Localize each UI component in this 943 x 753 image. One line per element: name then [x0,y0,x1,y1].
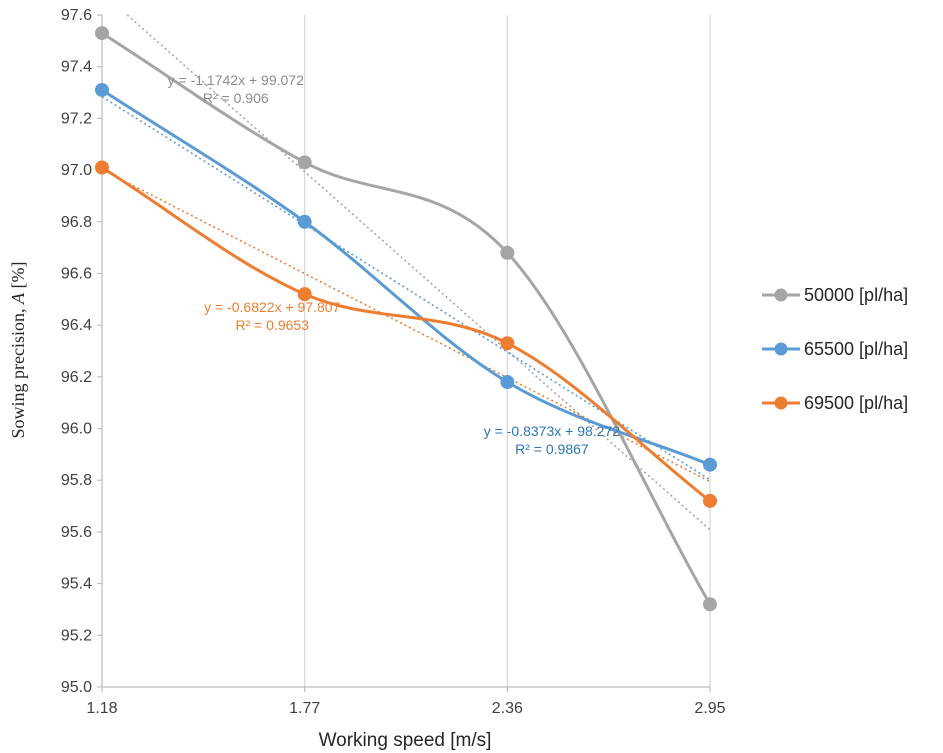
y-tick-label: 97.4 [61,59,92,76]
y-tick-label: 96.0 [61,421,92,438]
y-tick-label: 96.6 [61,265,92,282]
y-tick-label: 96.4 [61,317,92,334]
data-point [500,245,515,260]
legend-item: 50000 [pl/ha] [762,285,908,305]
legend-marker [774,342,788,356]
legend-label: 65500 [pl/ha] [804,339,908,359]
data-point [500,336,515,351]
legend-item: 69500 [pl/ha] [762,393,908,413]
trendline-equation: y = -0.6822x + 97.807 [204,299,340,315]
y-tick-label: 97.2 [61,110,92,127]
data-point [297,214,312,229]
trendline-2 [101,168,711,483]
legend-marker [774,396,788,410]
y-tick-label: 97.6 [61,7,92,24]
y-tick-label: 95.8 [61,472,92,489]
x-axis-title: Working speed [m/s] [319,730,492,751]
grid-lines [304,15,711,687]
y-tick-label: 95.4 [61,576,92,593]
y-tick-label: 97.0 [61,162,92,179]
series-lines [95,26,717,612]
y-axis-title: Sowing precision, A [%] [8,262,28,439]
trendline-r2: R² = 0.9653 [235,317,309,333]
trendline-r2: R² = 0.906 [203,90,269,106]
y-axis-title-suffix: [%] [8,262,28,293]
legend: 50000 [pl/ha] 65500 [pl/ha] 69500 [pl/ha] [762,285,908,413]
data-point [703,457,717,472]
legend-label: 50000 [pl/ha] [804,285,908,305]
y-tick-label: 95.0 [61,679,92,696]
y-tick-label: 95.6 [61,524,92,541]
y-axis-ticks: 95.0 95.2 95.4 95.6 95.8 96.0 96.2 96.4 96.6 96.8… [61,7,102,696]
data-point [95,160,109,175]
trendline-equation: y = -0.8373x + 98.272 [484,423,620,439]
x-tick-label: 1.18 [86,700,117,717]
y-tick-label: 96.8 [61,214,92,231]
series-line-1 [101,88,711,467]
trendline-equation: y = -1.1742x + 99.072 [168,72,304,88]
data-point [297,155,312,170]
data-point [95,26,109,41]
x-tick-label: 1.77 [289,700,320,717]
trendlines [101,14,711,531]
x-tick-label: 2.95 [694,700,725,717]
y-axis-title-var: A [8,292,28,305]
series-line-0 [101,31,712,606]
x-tick-label: 2.36 [492,700,523,717]
legend-marker [774,288,788,302]
series-line-2 [101,166,711,503]
trendline-r2: R² = 0.9867 [515,441,589,457]
data-point [703,597,717,612]
y-axis-title-prefix: Sowing precision, [8,304,28,439]
legend-item: 65500 [pl/ha] [762,339,908,359]
y-tick-label: 96.2 [61,369,92,386]
x-axis-ticks: 1.18 1.77 2.36 2.95 [86,687,726,717]
data-point [95,82,109,97]
data-point [297,287,312,302]
axes [101,15,710,688]
legend-label: 69500 [pl/ha] [804,393,908,413]
y-tick-label: 95.2 [61,627,92,644]
data-point [703,493,717,508]
data-point [500,375,515,390]
trendline-labels: y = -1.1742x + 99.072 R² = 0.906 y = -0.83… [168,72,621,457]
